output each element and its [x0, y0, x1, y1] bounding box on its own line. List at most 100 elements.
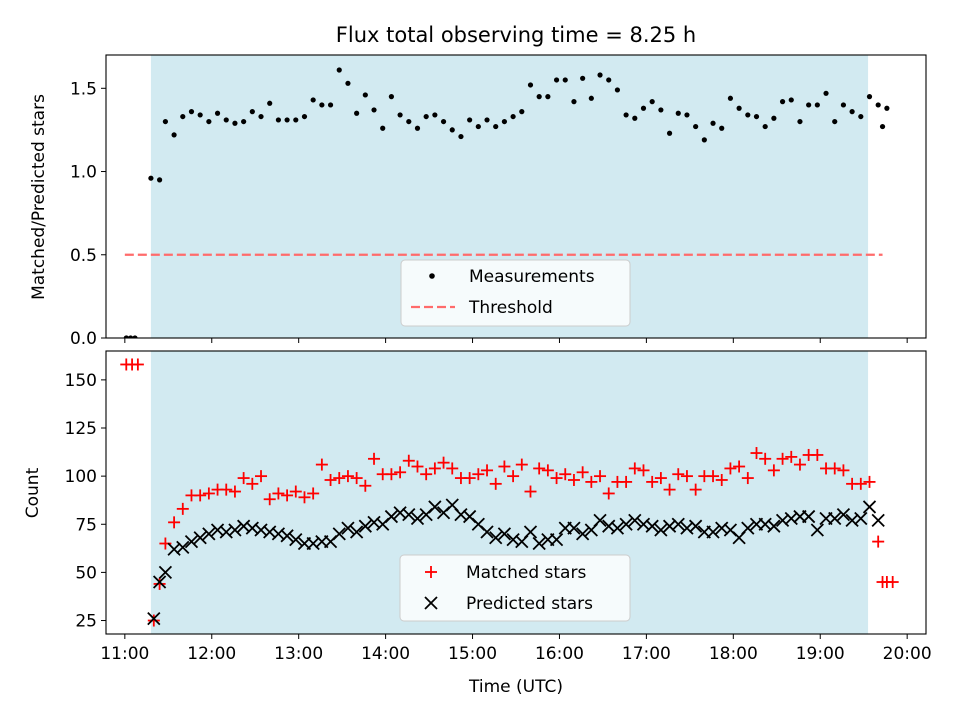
matched-point — [602, 487, 615, 500]
matched-point — [437, 456, 450, 469]
matched-point — [507, 470, 520, 483]
count-legend-box — [399, 554, 631, 622]
matched-point — [263, 493, 276, 506]
measurement-point — [884, 105, 890, 111]
measurement-point — [658, 107, 664, 113]
measurement-point — [493, 123, 499, 130]
measurement-point — [858, 113, 864, 120]
matched-point — [646, 475, 659, 488]
measurement-point — [310, 97, 316, 103]
measurement-point — [571, 99, 577, 105]
measurement-point — [362, 92, 368, 98]
predicted-point — [828, 511, 842, 526]
predicted-point — [567, 521, 581, 535]
predicted-point — [593, 513, 607, 528]
matched-point — [153, 577, 166, 590]
matched-point — [489, 477, 502, 490]
matched-point — [759, 452, 772, 465]
measurement-point — [432, 112, 438, 118]
measurement-point — [484, 117, 490, 123]
predicted-point — [410, 511, 425, 526]
matched-point — [411, 460, 424, 473]
measurement-point — [345, 80, 351, 86]
measurement-point — [753, 113, 760, 120]
matched-point — [289, 485, 302, 498]
measurement-point — [423, 113, 429, 120]
measurement-point — [788, 97, 794, 103]
legend-matched-marker — [425, 566, 437, 578]
matched-point — [315, 458, 328, 471]
measurement-point — [623, 112, 629, 118]
x-tick-label: 14:00 — [361, 644, 410, 664]
matched-point — [481, 464, 494, 477]
matched-point — [672, 468, 685, 481]
predicted-point — [202, 527, 216, 541]
predicted-point — [741, 521, 755, 535]
predicted-point — [289, 533, 303, 547]
chart-title: Flux total observing time = 8.25 h — [336, 23, 696, 47]
matched-point — [281, 489, 294, 502]
matched-point — [689, 483, 702, 496]
measurement-point — [157, 177, 163, 183]
matched-point — [359, 479, 372, 492]
measurement-point — [293, 117, 299, 123]
measurement-point — [148, 175, 154, 181]
predicted-point — [532, 536, 546, 551]
measurement-point — [267, 100, 273, 106]
predicted-point — [228, 523, 242, 537]
measurement-point — [467, 117, 473, 123]
measurement-point — [354, 110, 360, 116]
y-tick-label: 150 — [65, 371, 97, 391]
measurement-point — [380, 125, 386, 131]
measurement-point — [693, 123, 699, 130]
measurement-point — [710, 120, 716, 126]
legend-matched-label: Matched stars — [466, 563, 586, 583]
matched-point — [402, 454, 415, 467]
predicted-point — [654, 523, 668, 537]
predicted-point — [810, 523, 824, 537]
measurement-point — [879, 123, 886, 130]
matched-point — [324, 473, 337, 486]
predicted-point — [152, 575, 167, 589]
matched-point — [202, 487, 215, 500]
predicted-point — [836, 508, 851, 522]
legend-predicted-marker — [424, 596, 438, 610]
measurement-point — [866, 94, 873, 100]
predicted-point — [384, 509, 399, 524]
matched-point — [854, 477, 867, 490]
measurement-point — [171, 132, 177, 138]
measurement-point — [840, 102, 847, 108]
measurement-point — [258, 113, 264, 120]
measurement-point — [414, 125, 421, 131]
measurement-point — [597, 72, 603, 78]
matched-point — [246, 477, 259, 490]
matched-point — [663, 483, 676, 496]
matched-point — [533, 462, 546, 475]
measurement-point — [832, 118, 838, 125]
matched-point — [147, 614, 160, 627]
predicted-point — [802, 509, 816, 524]
ratio-y-axis-label: Matched/Predicted stars — [29, 94, 49, 300]
measurement-point — [719, 125, 725, 131]
measurement-point — [701, 137, 707, 143]
matched-point — [428, 462, 441, 475]
matched-point — [576, 466, 589, 479]
predicted-point — [147, 611, 161, 626]
measurement-point — [397, 112, 403, 118]
matched-point — [886, 576, 899, 589]
matched-point — [594, 470, 607, 483]
measurement-point — [823, 90, 829, 96]
measurement-point — [284, 117, 290, 123]
measurement-point — [875, 102, 881, 108]
measurement-point — [440, 118, 447, 125]
measurement-point — [188, 109, 195, 115]
measurement-point — [249, 109, 255, 115]
measurement-point — [779, 99, 786, 105]
predicted-point — [358, 519, 372, 533]
matched-point — [680, 470, 693, 483]
matched-point — [385, 468, 398, 481]
measurement-point — [241, 118, 247, 125]
matched-point — [463, 472, 476, 485]
measurement-point — [301, 113, 308, 120]
matched-point — [828, 462, 841, 475]
